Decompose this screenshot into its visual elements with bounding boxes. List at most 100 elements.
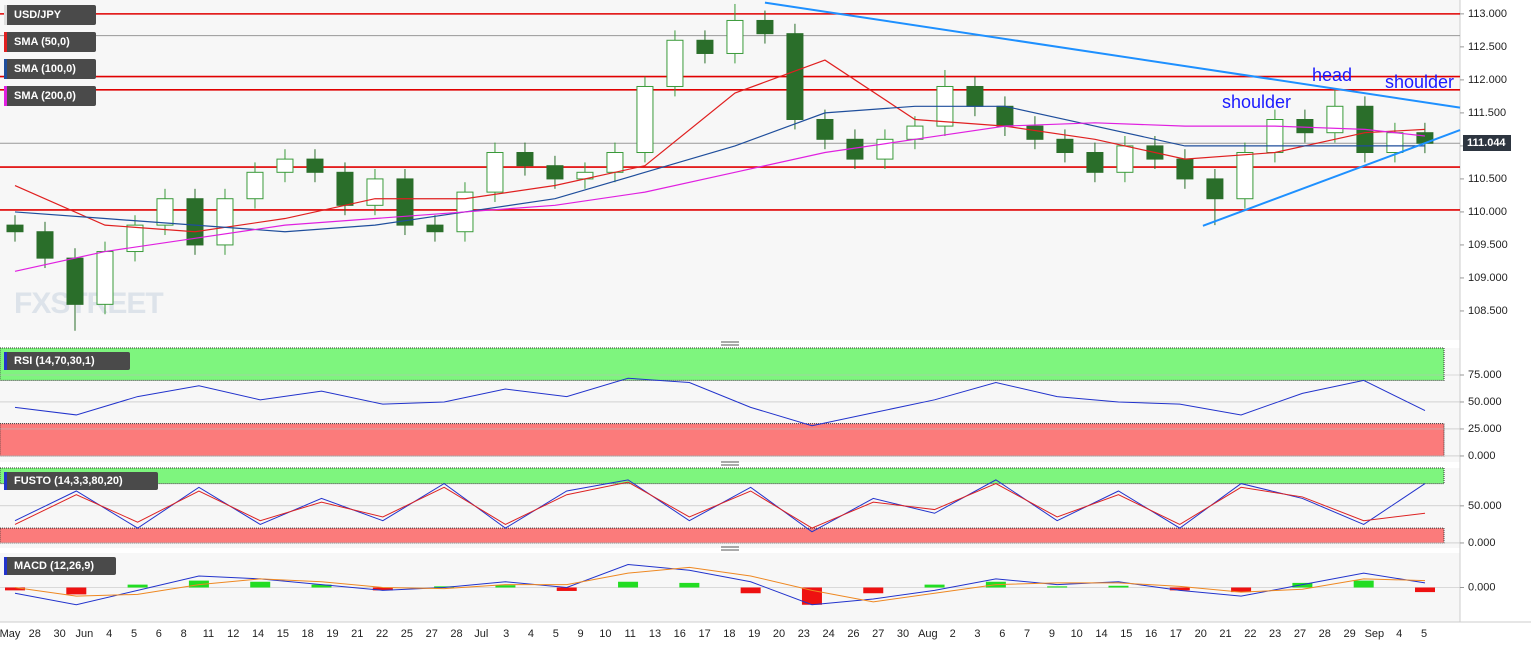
candle-body <box>996 105 1014 127</box>
candle-body <box>726 19 744 54</box>
candle-body <box>66 257 84 305</box>
x-tick-label: 2 <box>950 628 956 640</box>
candle-body <box>606 152 624 173</box>
candle-body <box>966 85 984 107</box>
indicator-line <box>14 566 1426 603</box>
resize-grip[interactable] <box>721 341 739 551</box>
candle-body <box>666 39 684 87</box>
y-tick-label: 0.000 <box>1468 537 1496 549</box>
candle-body <box>1056 138 1074 154</box>
histogram-bar <box>1292 582 1313 588</box>
x-tick-label: 3 <box>503 628 509 640</box>
x-tick-label: 27 <box>1294 628 1306 640</box>
candle-body <box>186 198 204 246</box>
x-tick-label: 6 <box>156 628 162 640</box>
y-tick-label: 113.000 <box>1468 8 1507 20</box>
histogram-bar <box>924 584 945 588</box>
indicator-line <box>14 563 1426 606</box>
y-tick-label: 112.000 <box>1468 74 1507 86</box>
panel-title: FUSTO (14,3,3,80,20) <box>14 475 123 487</box>
histogram-bar <box>618 581 639 588</box>
legend-box <box>4 352 130 370</box>
x-tick-label: 14 <box>252 628 264 640</box>
histogram-bar <box>250 581 271 588</box>
legend-label: USD/JPY <box>14 9 62 21</box>
histogram-bar <box>311 584 332 588</box>
candle-body <box>216 198 234 246</box>
candle-body <box>1266 118 1284 154</box>
x-tick-label: 16 <box>674 628 686 640</box>
oversold-zone <box>0 423 1445 457</box>
x-tick-label: 23 <box>798 628 810 640</box>
annotation: shoulder <box>1222 92 1291 112</box>
y-tick-label: 0.000 <box>1468 450 1496 462</box>
overbought-zone <box>0 467 1445 485</box>
histogram-bar <box>5 587 25 591</box>
legend-box <box>4 86 96 106</box>
y-tick-label: 109.000 <box>1468 272 1508 284</box>
sma-line <box>14 59 1425 233</box>
overbought-zone <box>0 347 1445 381</box>
x-tick-label: 21 <box>351 628 363 640</box>
x-tick-label: 16 <box>1145 628 1157 640</box>
x-tick-label: 18 <box>723 628 735 640</box>
indicator-line <box>14 377 1426 427</box>
x-tick-label: 22 <box>1244 628 1256 640</box>
x-tick-label: 21 <box>1219 628 1231 640</box>
x-tick-label: 11 <box>203 628 214 640</box>
candle-body <box>696 39 714 54</box>
x-tick-label: 12 <box>227 628 239 640</box>
y-tick-label: 110.000 <box>1468 206 1507 218</box>
watermark: FXSTREET <box>14 287 163 320</box>
histogram-bar <box>434 586 455 588</box>
x-tick-label: 19 <box>748 628 760 640</box>
legend-box <box>4 32 96 52</box>
histogram-bar <box>1231 587 1252 593</box>
x-tick-label: 10 <box>599 628 611 640</box>
candle-body <box>636 85 654 154</box>
histogram-bar <box>372 587 393 591</box>
last-price-tag <box>1463 134 1511 151</box>
candle-body <box>36 231 54 259</box>
legend-swatch <box>4 557 7 575</box>
x-tick-label: 13 <box>649 628 661 640</box>
x-tick-label: 18 <box>302 628 314 640</box>
y-tick-label: 112.500 <box>1468 41 1507 53</box>
panel-title: RSI (14,70,30,1) <box>14 355 95 367</box>
candle-body <box>1296 118 1314 134</box>
candle-body <box>1386 132 1404 154</box>
candle-body <box>786 33 804 120</box>
candle-body <box>756 19 774 35</box>
histogram-bar <box>1353 580 1374 588</box>
x-tick-label: 4 <box>1396 628 1402 640</box>
y-tick-label: 111.500 <box>1468 107 1506 119</box>
y-tick-label: 25.000 <box>1468 423 1502 435</box>
legend-label: SMA (100,0) <box>14 63 76 75</box>
x-tick-label: 14 <box>1095 628 1107 640</box>
x-tick-label: 30 <box>53 628 65 640</box>
candle-body <box>366 178 384 206</box>
legend-box <box>4 59 96 79</box>
x-tick-label: 27 <box>872 628 884 640</box>
candle-body <box>816 118 834 140</box>
legend-box <box>4 5 96 25</box>
y-tick-label: 110.500 <box>1468 173 1507 185</box>
candle-body <box>336 171 354 206</box>
annotation: head <box>1312 65 1352 85</box>
candle-body <box>1236 152 1254 200</box>
candle-body <box>876 138 894 160</box>
legend-box <box>4 557 116 575</box>
candle-body <box>156 198 174 226</box>
panel-title: MACD (12,26,9) <box>14 560 94 572</box>
x-tick-label: 15 <box>277 628 289 640</box>
x-tick-label: 19 <box>326 628 338 640</box>
candle-body <box>1176 158 1194 180</box>
plot-bg <box>0 0 1460 340</box>
y-tick-label: 109.500 <box>1468 239 1508 251</box>
x-tick-label: 29 <box>1343 628 1355 640</box>
x-tick-label: May <box>0 628 21 640</box>
x-tick-label: 28 <box>1319 628 1331 640</box>
candle-body <box>246 171 264 200</box>
legend-swatch <box>4 352 7 370</box>
legend-box <box>4 472 158 490</box>
